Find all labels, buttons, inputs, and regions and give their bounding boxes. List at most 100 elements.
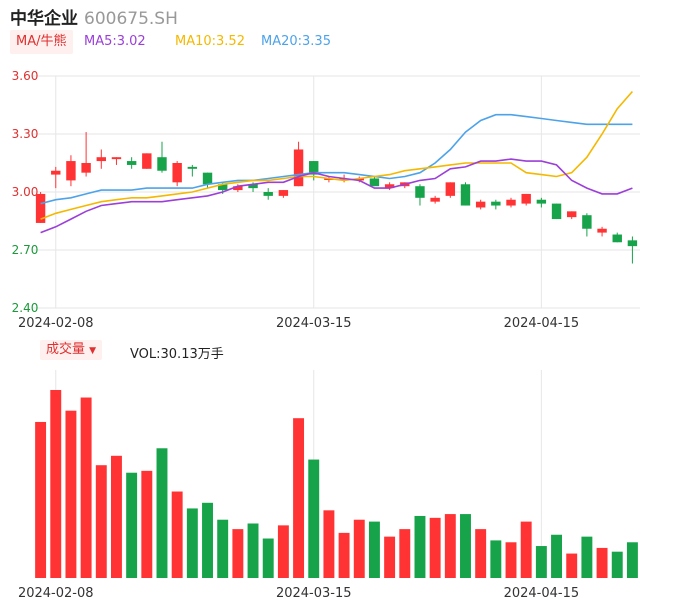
volume-bar [217, 519, 229, 578]
ma-toggle-button[interactable]: MA/牛熊 [10, 30, 73, 54]
candle-body [536, 199, 547, 204]
volume-bar [126, 472, 138, 578]
candle-body [430, 197, 440, 202]
y-tick-label: 3.00 [12, 185, 39, 199]
ma10-value: MA10:3.52 [175, 34, 245, 49]
candle-body [263, 192, 273, 196]
volume-bar [171, 491, 183, 578]
candle-body [66, 161, 76, 181]
ma20-value: MA20:3.35 [261, 34, 331, 49]
candle-body [582, 215, 592, 229]
volume-bar [460, 514, 471, 578]
ma-legend: MA/牛熊 MA5:3.02 MA10:3.52 MA20:3.35 [0, 30, 686, 56]
x-tick-label: 2024-04-15 [504, 586, 580, 601]
volume-toggle-button[interactable]: 成交量 ▼ [40, 340, 103, 360]
y-tick-label: 2.70 [12, 243, 39, 257]
volume-bar [505, 542, 517, 578]
volume-bar [338, 532, 350, 578]
volume-bar [95, 465, 107, 578]
stock-header: 中华企业 600675.SH [10, 4, 178, 29]
candle-body [551, 203, 562, 220]
stock-name: 中华企业 [10, 9, 78, 29]
volume-bar [384, 536, 396, 578]
candle-body [309, 161, 319, 175]
candle-body [126, 161, 137, 165]
ma5-value: MA5:3.02 [84, 34, 146, 49]
candle-body [233, 186, 243, 191]
candle-body [111, 157, 122, 160]
candle-body [521, 193, 531, 204]
volume-bar [429, 517, 441, 578]
volume-bar [596, 547, 608, 578]
volume-bar [141, 470, 153, 578]
candle-body [51, 170, 61, 175]
candle-body [157, 157, 167, 171]
candle-body [597, 228, 607, 233]
stock-code: 600675.SH [84, 9, 178, 29]
volume-bar [247, 523, 259, 578]
volume-bar [202, 502, 213, 578]
volume-bar [399, 529, 411, 578]
volume-bar [551, 534, 563, 578]
candle-body [96, 157, 106, 162]
volume-bar [535, 546, 547, 578]
x-tick-label: 2024-04-15 [504, 316, 580, 331]
x-tick-label: 2024-02-08 [18, 316, 94, 331]
candle-body [293, 149, 304, 187]
candle-body [445, 182, 456, 196]
candle-body [369, 178, 380, 187]
candle-body [475, 201, 486, 208]
volume-bar [323, 510, 335, 578]
volume-bar [308, 459, 320, 578]
x-tick-label: 2024-02-08 [18, 586, 94, 601]
ma20-line [40, 113, 633, 205]
candle-body [384, 184, 395, 189]
volume-bar [110, 455, 122, 578]
candle-body [339, 178, 349, 181]
volume-toggle-label: 成交量 [46, 342, 86, 357]
volume-bar [414, 515, 426, 578]
candle-body [278, 190, 289, 196]
volume-bar [566, 553, 578, 578]
candle-body [506, 199, 516, 206]
ma10-line [40, 90, 634, 220]
candle-body [354, 178, 364, 181]
volume-bar [156, 448, 168, 578]
volume-value: VOL:30.13万手 [130, 347, 224, 362]
volume-bar [232, 529, 244, 578]
y-tick-label: 3.60 [12, 69, 39, 83]
volume-bar [626, 542, 638, 578]
candle-body [81, 163, 91, 173]
candle-body [460, 184, 471, 206]
candle-body [187, 166, 198, 169]
volume-bar [50, 390, 62, 578]
volume-bar [186, 508, 198, 578]
volume-bar [475, 529, 487, 578]
ma5-line [40, 158, 633, 234]
volume-bar [277, 525, 289, 578]
candle-body [142, 153, 152, 169]
candle-body [567, 211, 577, 218]
x-tick-label: 2024-03-15 [276, 586, 352, 601]
candle-body [612, 234, 622, 243]
candle-body [415, 186, 425, 198]
volume-bar [490, 540, 502, 578]
volume-bar [293, 418, 305, 578]
volume-bar [611, 551, 623, 578]
candle-body [491, 201, 501, 206]
caret-down-icon: ▼ [89, 346, 97, 356]
volume-bar [368, 521, 380, 578]
candle-body [627, 240, 638, 247]
y-tick-label: 2.40 [12, 301, 39, 315]
volume-bar [80, 397, 92, 578]
volume-bar [444, 514, 456, 578]
candle-body [217, 184, 228, 191]
volume-legend: 成交量 ▼ VOL:30.13万手 [0, 340, 686, 362]
x-tick-label: 2024-03-15 [276, 316, 352, 331]
volume-bar [65, 410, 77, 578]
candle-body [202, 172, 213, 185]
y-tick-label: 3.30 [12, 127, 39, 141]
candle-body [248, 184, 258, 189]
